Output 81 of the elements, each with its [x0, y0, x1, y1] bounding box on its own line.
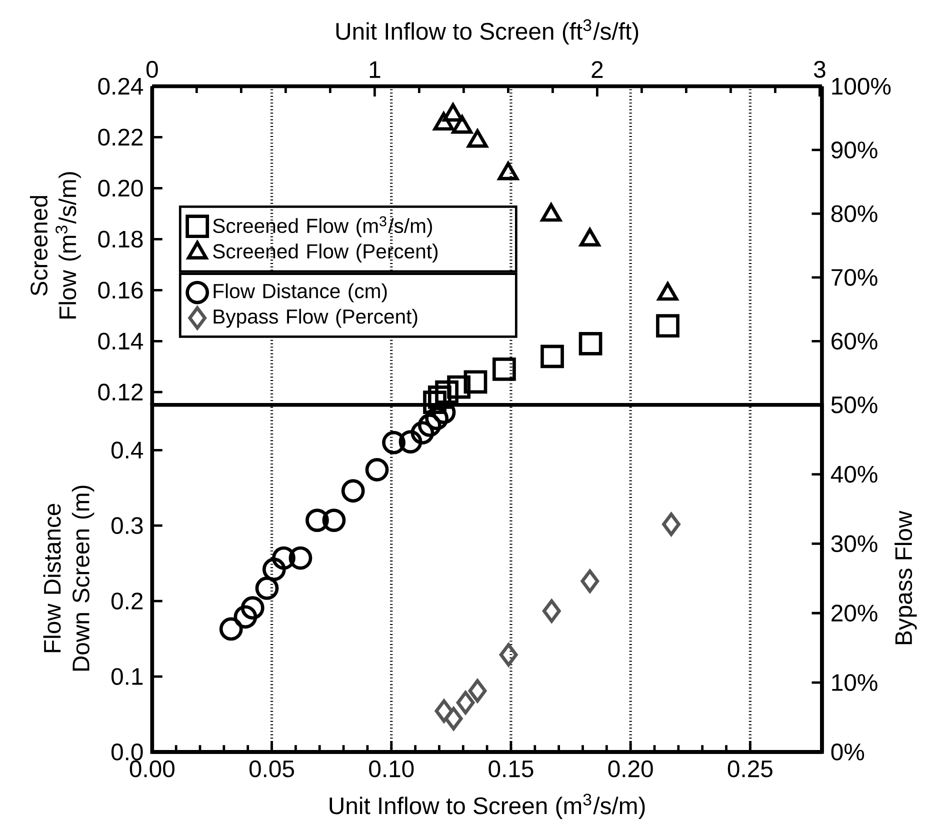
point: [234, 605, 258, 629]
x-tick-label: 0.20: [608, 760, 653, 778]
x-tick-label: 0.15: [488, 760, 534, 778]
x-axis-title: Unit Inflow to Screen (ft$^{3}$/s/ft): [336, 19, 638, 45]
legend-label: Bypass Flow (Percent): [214, 308, 418, 328]
point: [272, 546, 296, 570]
y-tick-label: 0.2: [111, 592, 143, 610]
x-tick-label: 0.25: [728, 760, 772, 778]
point: [467, 129, 488, 148]
point: [492, 358, 516, 381]
legend-label: Flow Distance (cm): [214, 283, 387, 302]
y-tick-label: 0.22: [98, 128, 143, 146]
point: [365, 458, 389, 482]
y-tick-label: 0.20: [98, 180, 143, 197]
point: [578, 332, 602, 356]
point: [540, 203, 562, 222]
point: [262, 558, 286, 582]
x-tick-label: 0: [146, 61, 158, 78]
point: [498, 162, 519, 180]
y2-tick-label: 50%: [831, 396, 878, 414]
point: [580, 570, 600, 593]
y2-tick-label: 90%: [832, 142, 878, 159]
x-tick-label: 3: [814, 61, 826, 78]
point: [341, 479, 365, 503]
point: [435, 380, 458, 404]
y2-axis-title: Bypass Flow: [894, 510, 917, 644]
point: [542, 599, 561, 623]
y2-tick-label: 20%: [832, 604, 878, 622]
y2-tick-label: 30%: [831, 535, 878, 552]
y-tick-label: 0.1: [111, 668, 143, 686]
point: [456, 691, 475, 714]
point: [398, 430, 422, 454]
y2-tick-label: 70%: [832, 269, 878, 286]
y2-tick-label: 100%: [832, 78, 891, 95]
point: [306, 508, 329, 532]
x-axis-title: Unit Inflow to Screen (m$^{3}$/s/m): [330, 794, 645, 820]
point: [219, 617, 243, 641]
x-tick-label: 2: [592, 61, 603, 78]
y2-tick-label: 10%: [832, 674, 878, 692]
x-tick-label: 0.00: [130, 760, 174, 778]
point: [656, 314, 680, 338]
point: [447, 375, 470, 399]
y-tick-label: 0.0: [111, 744, 143, 760]
y2-tick-label: 0%: [831, 744, 864, 760]
x-tick-label: 0.05: [249, 760, 294, 778]
x-tick-label: 0.10: [369, 760, 414, 778]
point: [382, 430, 406, 454]
y-tick-label: 0.3: [111, 517, 143, 534]
point: [418, 414, 442, 438]
point: [468, 679, 487, 703]
point: [425, 406, 449, 430]
point: [464, 370, 488, 394]
y-axis-title: Flow Distance Down Screen (m): [43, 486, 94, 671]
y2-tick-label: 80%: [831, 205, 878, 222]
point: [255, 576, 279, 600]
point: [499, 643, 518, 667]
point: [580, 228, 600, 247]
point: [322, 508, 346, 532]
point: [540, 344, 564, 368]
y2-tick-label: 40%: [830, 466, 878, 483]
point: [444, 707, 463, 730]
legend-label: Screened Flow (Percent): [213, 244, 438, 263]
point: [288, 546, 312, 570]
point: [434, 699, 454, 723]
x-tick-label: 1: [370, 61, 380, 78]
point: [662, 512, 680, 536]
y-tick-label: 0.14: [98, 332, 144, 350]
point: [410, 421, 434, 445]
point: [442, 103, 464, 122]
y-tick-label: 0.4: [111, 442, 144, 459]
y-tick-label: 0.24: [98, 78, 144, 95]
point: [240, 596, 264, 620]
y2-tick-label: 60%: [832, 332, 878, 350]
legend-label: Screened Flow (m$^{3}$/s/m): [213, 216, 432, 238]
y-tick-label: 0.16: [98, 282, 143, 299]
y-tick-label: 0.18: [98, 230, 143, 248]
point: [433, 112, 454, 131]
point: [423, 390, 446, 414]
y-tick-label: 0.12: [98, 384, 143, 401]
point: [657, 282, 678, 301]
point: [452, 115, 472, 134]
